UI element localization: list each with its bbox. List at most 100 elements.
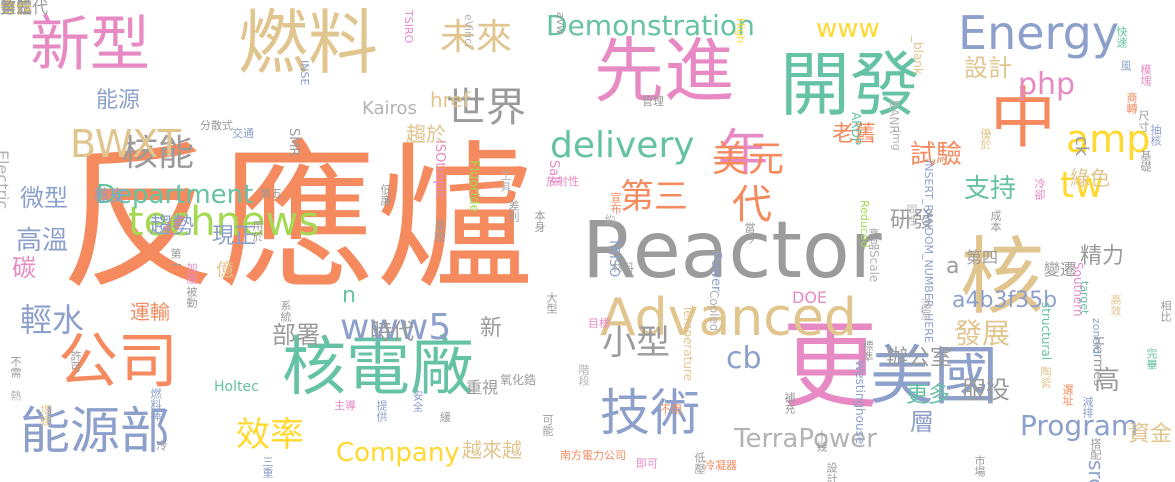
cloud-word: 世界 xyxy=(446,85,526,131)
cloud-word: 差別 xyxy=(507,200,520,222)
cloud-word: 提供 xyxy=(375,400,388,422)
cloud-word: delivery xyxy=(550,125,695,166)
cloud-word: 低壓 xyxy=(693,452,706,474)
cloud-word: Power xyxy=(708,252,723,292)
cloud-word: 趨勢 xyxy=(150,214,195,239)
cloud-word: 未來 xyxy=(440,17,513,58)
cloud-word: Fluoride xyxy=(466,160,481,213)
cloud-word: 安全 xyxy=(411,390,424,412)
cloud-word: 燃料 xyxy=(238,2,378,84)
cloud-word: 方式 xyxy=(0,0,33,17)
cloud-word: 階段 xyxy=(577,364,590,386)
cloud-word: technews xyxy=(128,199,320,245)
cloud-word: Program xyxy=(1020,409,1139,442)
cloud-word: 補充 xyxy=(783,392,796,414)
cloud-word: img xyxy=(890,130,903,151)
cloud-word: _blank xyxy=(911,36,925,75)
cloud-word: 發展 xyxy=(954,317,1011,350)
cloud-word: Energy xyxy=(958,6,1120,60)
cloud-word: 趨於 xyxy=(406,122,446,146)
cloud-word: 層 xyxy=(910,408,934,436)
cloud-word: src xyxy=(1084,460,1108,482)
cloud-word: 第四 xyxy=(966,248,999,267)
cloud-word: 標準 xyxy=(861,340,874,362)
cloud-word: 即可 xyxy=(636,457,658,470)
cloud-word: 宣布 xyxy=(609,192,622,214)
cloud-word: Demonstration xyxy=(546,9,755,42)
cloud-word: 成本 xyxy=(989,210,1002,232)
cloud-word: 不需 xyxy=(9,356,22,378)
cloud-word: 綠色 xyxy=(1070,166,1110,190)
cloud-word: 效率 xyxy=(236,415,304,455)
cloud-word: 新型 xyxy=(30,10,150,80)
cloud-word: 資金 xyxy=(1128,422,1173,447)
cloud-word: 新 xyxy=(480,316,503,341)
cloud-word: Company xyxy=(336,438,460,468)
cloud-word: eVinci xyxy=(462,14,475,48)
cloud-word: Electric xyxy=(0,150,12,210)
cloud-word: DOE xyxy=(792,288,828,307)
cloud-word: 尺寸 xyxy=(1137,110,1150,132)
cloud-word: 重視 xyxy=(466,378,499,397)
cloud-word: 開發 xyxy=(780,44,920,126)
cloud-word: INSE xyxy=(298,60,311,86)
cloud-word: BANR xyxy=(887,100,901,134)
cloud-word: Holtec xyxy=(214,379,259,395)
cloud-word: 美國 xyxy=(870,340,998,414)
cloud-word: 美元 xyxy=(712,139,785,180)
cloud-word: 運輸 xyxy=(130,300,170,324)
cloud-word: 小型 xyxy=(602,323,670,363)
cloud-word: 約 xyxy=(603,214,616,225)
cloud-word: 最穩 xyxy=(433,220,446,242)
cloud-word: TSIRO xyxy=(402,10,415,44)
cloud-word: 陶瓷 xyxy=(1039,366,1052,388)
cloud-word: 第三代 xyxy=(0,0,49,17)
cloud-word: a4b3f35b xyxy=(952,288,1058,313)
cloud-word: Department xyxy=(96,180,254,210)
cloud-word: 可能 xyxy=(541,414,554,436)
cloud-word: 現正 xyxy=(212,224,257,249)
cloud-word: 支持 xyxy=(964,174,1017,204)
cloud-word: 精力 xyxy=(1080,244,1125,269)
cloud-word: 管理 xyxy=(642,95,664,108)
cloud-word: 熱 xyxy=(9,390,22,401)
cloud-word: 減排 xyxy=(1081,396,1094,418)
cloud-word: 加壓 xyxy=(185,262,198,284)
cloud-word: 第三 xyxy=(620,177,688,217)
cloud-word: ck xyxy=(1071,136,1092,157)
cloud-word: 模塊 xyxy=(1139,64,1152,86)
cloud-word: 冷 xyxy=(155,440,168,451)
cloud-word: BWXT xyxy=(70,122,181,166)
cloud-word: 合作 xyxy=(0,0,33,17)
cloud-word: 三重 xyxy=(261,456,274,478)
cloud-word: 高效 xyxy=(1109,294,1122,316)
cloud-word: 碳 xyxy=(12,254,36,282)
cloud-word: 設計 xyxy=(964,54,1012,82)
cloud-word: 能源部 xyxy=(20,402,170,460)
cloud-word: 完畢 xyxy=(1145,348,1158,370)
cloud-word: Cooled xyxy=(707,290,721,332)
cloud-word: Temperature xyxy=(681,305,695,382)
cloud-word: www5 xyxy=(340,307,452,348)
cloud-word: 放射性 xyxy=(546,175,579,188)
cloud-word: 商轉 xyxy=(1125,92,1138,114)
cloud-word: 氧化鋯 xyxy=(500,373,537,387)
cloud-word: 材料 xyxy=(612,261,634,274)
cloud-word: 當今 xyxy=(743,222,756,244)
cloud-word: 不用 xyxy=(660,403,682,416)
cloud-word: 目標 xyxy=(588,317,610,330)
cloud-word: 部署 xyxy=(272,321,320,349)
cloud-word: ISOtropic xyxy=(432,140,447,200)
cloud-word: tw xyxy=(1060,165,1104,206)
cloud-word: 年 xyxy=(718,124,768,182)
cloud-word: 交通 xyxy=(232,127,254,140)
cloud-word: a xyxy=(946,254,960,279)
cloud-word: 高品 xyxy=(867,228,880,250)
cloud-word: TerraPower xyxy=(734,424,877,454)
cloud-word: 辦公室 xyxy=(886,346,953,371)
cloud-word: 燃料棒 xyxy=(149,388,162,421)
cloud-word: Westinghouse xyxy=(853,360,867,445)
cloud-word: 高溫 xyxy=(16,226,69,256)
cloud-word: 代 xyxy=(732,182,772,228)
cloud-word: structural xyxy=(1039,302,1053,361)
